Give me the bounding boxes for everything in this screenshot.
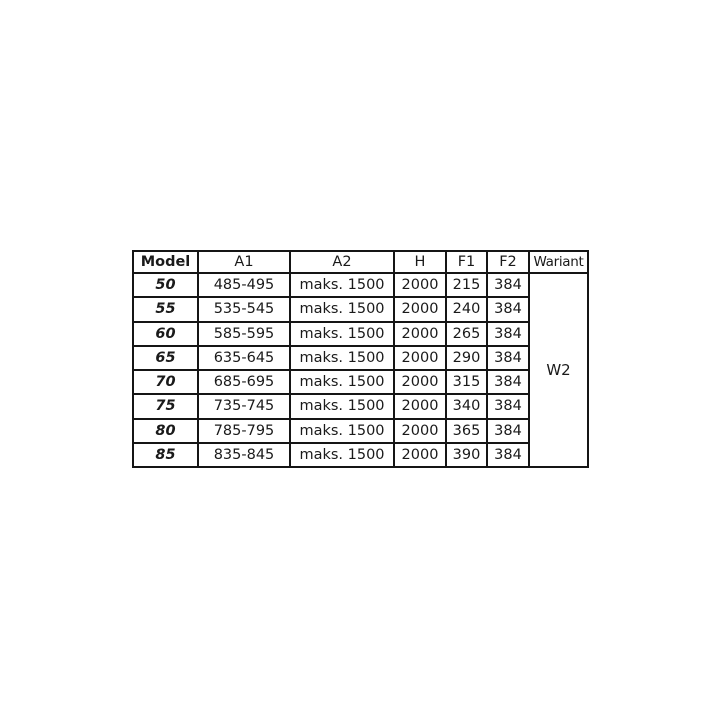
- cell-f1: 390: [445, 441, 488, 469]
- table-row: 80 785-795 maks. 1500 2000 365 384: [132, 417, 588, 444]
- cell-model: 60: [132, 320, 199, 347]
- cell-a1: 735-745: [197, 393, 291, 420]
- header-model: Model: [132, 250, 199, 274]
- cell-a1: 835-845: [197, 441, 291, 469]
- cell-model: 55: [132, 296, 199, 323]
- cell-a1: 635-645: [197, 344, 291, 372]
- cell-a1: 785-795: [197, 417, 291, 444]
- cell-h: 2000: [393, 296, 447, 323]
- cell-f1: 240: [445, 296, 488, 323]
- cell-a2: maks. 1500: [289, 417, 395, 444]
- cell-a2: maks. 1500: [289, 368, 395, 396]
- cell-f2: 384: [486, 393, 530, 420]
- cell-model: 50: [132, 271, 199, 299]
- cell-f2: 384: [486, 368, 530, 396]
- cell-h: 2000: [393, 393, 447, 420]
- cell-f1: 215: [445, 271, 488, 299]
- cell-h: 2000: [393, 344, 447, 372]
- cell-f2: 384: [486, 441, 530, 469]
- header-f1: F1: [445, 250, 488, 274]
- table-row: 60 585-595 maks. 1500 2000 265 384: [132, 320, 588, 347]
- cell-model: 85: [132, 441, 199, 469]
- cell-f1: 315: [445, 368, 488, 396]
- cell-f2: 384: [486, 296, 530, 323]
- cell-a1: 585-595: [197, 320, 291, 347]
- cell-a2: maks. 1500: [289, 441, 395, 469]
- cell-h: 2000: [393, 320, 447, 347]
- table-row: 55 535-545 maks. 1500 2000 240 384: [132, 296, 588, 323]
- cell-f2: 384: [486, 271, 530, 299]
- header-wariant: Wariant: [528, 250, 589, 274]
- table-row: 50 485-495 maks. 1500 2000 215 384 W2: [132, 271, 589, 468]
- cell-variant: W2: [528, 272, 589, 468]
- cell-a1: 485-495: [197, 271, 291, 299]
- cell-model: 80: [132, 417, 199, 444]
- cell-a2: maks. 1500: [289, 296, 395, 323]
- table-row: 75 735-745 maks. 1500 2000 340 384: [132, 393, 588, 420]
- header-row: Model A1 A2 H F1 F2 Wariant: [132, 250, 589, 274]
- header-h: H: [393, 250, 447, 274]
- cell-a2: maks. 1500: [289, 271, 395, 299]
- cell-a1: 535-545: [197, 296, 291, 323]
- cell-f1: 265: [445, 320, 488, 347]
- cell-a1: 685-695: [197, 368, 291, 396]
- cell-f1: 340: [445, 393, 488, 420]
- cell-f1: 290: [445, 344, 488, 372]
- cell-f2: 384: [486, 344, 530, 372]
- dimensions-table: Model A1 A2 H F1 F2 Wariant 50 485-495 mak…: [132, 250, 589, 469]
- cell-a2: maks. 1500: [289, 320, 395, 347]
- table-row: 70 685-695 maks. 1500 2000 315 384: [132, 368, 588, 396]
- table-row: 85 835-845 maks. 1500 2000 390 384: [132, 441, 588, 469]
- cell-f1: 365: [445, 417, 488, 444]
- header-a2: A2: [289, 250, 395, 274]
- cell-a2: maks. 1500: [289, 344, 395, 372]
- cell-h: 2000: [393, 368, 447, 396]
- cell-model: 75: [132, 393, 199, 420]
- cell-h: 2000: [393, 271, 447, 299]
- cell-h: 2000: [393, 417, 447, 444]
- cell-model: 70: [132, 368, 199, 396]
- header-f2: F2: [486, 250, 530, 274]
- header-a1: A1: [197, 250, 291, 274]
- cell-a2: maks. 1500: [289, 393, 395, 420]
- table-row: 65 635-645 maks. 1500 2000 290 384: [132, 344, 588, 372]
- cell-model: 65: [132, 344, 199, 372]
- cell-h: 2000: [393, 441, 447, 469]
- cell-f2: 384: [486, 417, 530, 444]
- cell-f2: 384: [486, 320, 530, 347]
